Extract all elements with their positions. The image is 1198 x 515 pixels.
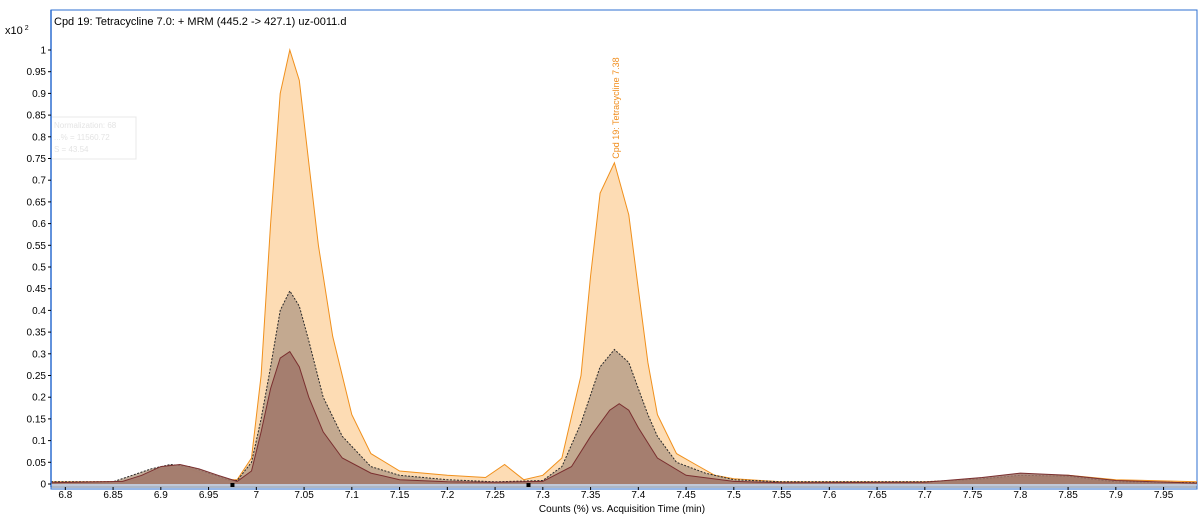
ghost-legend-line-3: S = 43.54 — [54, 145, 89, 154]
x-tick-label: 6.85 — [103, 490, 123, 501]
integration-marker — [526, 483, 531, 487]
ghost-legend-box: Normalization: 68 ...% = 11560.72 S = 43… — [50, 116, 137, 160]
series-quantifier-line — [51, 48, 1198, 483]
x-tick-label: 7.65 — [867, 490, 887, 501]
x-tick-label: 7.3 — [536, 490, 550, 501]
peak-label: Cpd 19: Tetracycline 7.38 — [611, 57, 621, 158]
y-tick-label: 0.25 — [27, 371, 47, 382]
x-tick-label: 6.9 — [154, 490, 168, 501]
y-tick-label: 0.15 — [27, 414, 47, 425]
y-tick-label: 0.5 — [32, 263, 46, 274]
y-tick-label: 0.8 — [32, 132, 46, 143]
y-tick-label: 0.4 — [32, 306, 46, 317]
chart-title: Cpd 19: Tetracycline 7.0: + MRM (445.2 -… — [54, 16, 346, 28]
y-tick-label: 0.1 — [32, 436, 46, 447]
x-tick-label: 7.55 — [772, 490, 792, 501]
integration-marker — [230, 483, 235, 487]
y-tick-label: 0.65 — [27, 197, 47, 208]
annotation-layer: Cpd 19: Tetracycline 7.38 — [230, 57, 621, 487]
y-tick-label: 0.35 — [27, 328, 47, 339]
x-tick-label: 7.5 — [727, 490, 741, 501]
ghost-legend-line-2: ...% = 11560.72 — [54, 133, 110, 142]
y-tick-label: 0.3 — [32, 349, 46, 360]
x-axis: 6.8 6.85 6.9 6.95 7 7.05 7.1 7.15 7.2 7.25 7.3 7.35… — [58, 487, 1174, 501]
y-tick-label: 0.75 — [27, 154, 47, 165]
x-tick-label: 7.6 — [822, 490, 836, 501]
x-tick-label: 7.25 — [485, 490, 505, 501]
x-tick-label: 7.45 — [676, 490, 696, 501]
series-qualifier-2-line — [50, 350, 1198, 484]
y-tick-label: 0.05 — [27, 458, 47, 469]
x-tick-label: 7.9 — [1109, 490, 1123, 501]
y-tick-label: 1 — [40, 46, 46, 57]
series-qualifier-2-area — [51, 351, 1197, 484]
x-tick-label: 6.8 — [58, 490, 72, 501]
y-tick-label: 0.55 — [27, 241, 47, 252]
x-tick-label: 7.95 — [1154, 490, 1174, 501]
series-quantifier-area — [51, 50, 1197, 484]
x-tick-label: 7.2 — [440, 490, 454, 501]
x-tick-label: 7 — [254, 490, 260, 501]
y-tick-label: 0.9 — [32, 89, 46, 100]
baseline-layer — [51, 484, 1197, 488]
x-tick-label: 7.05 — [294, 490, 314, 501]
x-axis-title: Counts (%) vs. Acquisition Time (min) — [539, 504, 705, 515]
x-tick-label: 7.35 — [581, 490, 601, 501]
y-tick-label: 0 — [40, 480, 46, 491]
x-tick-label: 7.7 — [918, 490, 932, 501]
x-tick-label: 7.75 — [963, 490, 983, 501]
series-layer — [50, 48, 1198, 484]
baseline-band — [52, 484, 1196, 486]
series-qualifier-1-line — [51, 289, 1198, 484]
series-qualifier-1-area — [51, 290, 1197, 484]
y-axis: 0 0.05 0.1 0.15 0.2 0.25 0.3 0.35 0.4 0.45 0.5 0.55… — [27, 10, 52, 491]
y-tick-label: 0.95 — [27, 67, 47, 78]
y-multiplier-label: x10 2 — [5, 25, 29, 37]
y-tick-label: 0.85 — [27, 111, 47, 122]
ghost-legend-line-1: Normalization: 68 — [54, 121, 117, 130]
y-tick-label: 0.7 — [32, 176, 46, 187]
x-tick-label: 6.95 — [199, 490, 219, 501]
x-tick-label: 7.1 — [345, 490, 359, 501]
x-tick-label: 7.15 — [390, 490, 410, 501]
y-tick-label: 0.2 — [32, 393, 46, 404]
y-tick-label: 0.45 — [27, 284, 47, 295]
x-tick-label: 7.4 — [631, 490, 645, 501]
x-tick-label: 7.85 — [1058, 490, 1078, 501]
y-tick-label: 0.6 — [32, 219, 46, 230]
x-tick-label: 7.8 — [1013, 490, 1027, 501]
